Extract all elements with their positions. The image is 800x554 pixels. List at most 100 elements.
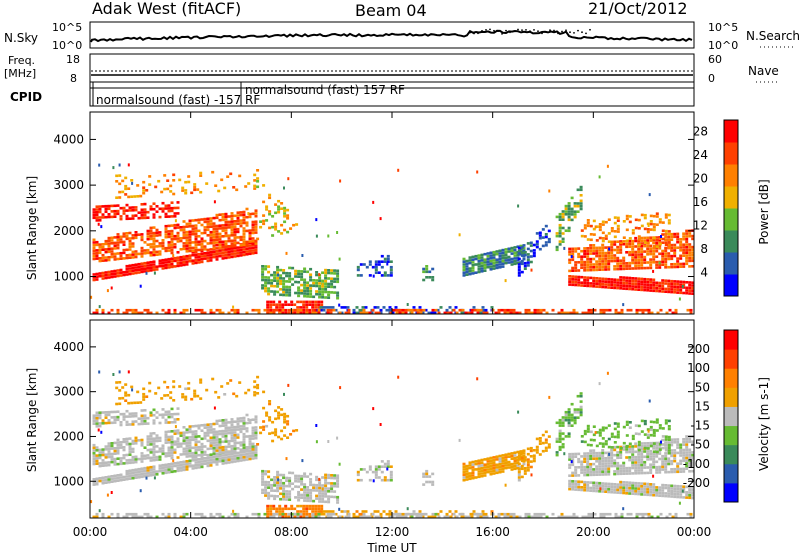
velocity-cell — [347, 512, 351, 516]
velocity-cell — [92, 462, 96, 466]
velocity-cell — [107, 461, 111, 464]
power-cell — [558, 232, 562, 235]
power-cell — [280, 207, 284, 210]
velocity-cell — [574, 474, 578, 477]
power-cell — [283, 206, 287, 210]
velocity-cell — [116, 418, 120, 422]
power-cell — [273, 284, 277, 288]
velocity-cell — [541, 449, 545, 453]
power-cell — [495, 250, 499, 253]
velocity-cell — [601, 490, 605, 493]
power-cell — [324, 282, 328, 286]
power-cell — [121, 190, 125, 194]
power-cell — [634, 226, 638, 230]
power-cell — [598, 175, 601, 179]
power-cell — [98, 163, 101, 167]
velocity-cell — [118, 402, 122, 406]
velocity-cell — [584, 515, 588, 519]
velocity-cell — [517, 454, 521, 458]
velocity-cell — [473, 512, 477, 516]
velocity-cell — [324, 473, 328, 477]
power-cell — [538, 231, 542, 235]
power-cell — [526, 247, 530, 251]
velocity-cell — [679, 487, 683, 491]
velocity-cell — [194, 458, 198, 462]
velocity-cell — [688, 456, 692, 460]
power-cell — [326, 311, 330, 315]
power-cell — [131, 236, 135, 240]
power-cell — [679, 249, 683, 252]
power-cell — [174, 219, 177, 223]
velocity-cell — [116, 446, 120, 450]
power-cell — [236, 308, 240, 312]
power-cell — [200, 218, 204, 221]
power-cell — [682, 251, 686, 255]
power-cell — [646, 236, 650, 240]
power-cell — [604, 277, 608, 281]
power-cell — [425, 265, 429, 268]
power-cell — [164, 266, 168, 270]
power-cell — [523, 251, 527, 254]
velocity-cell — [131, 458, 135, 462]
power-cell — [634, 218, 638, 222]
velocity-cell — [161, 469, 165, 472]
power-cell — [637, 282, 641, 286]
power-cell — [564, 207, 568, 211]
velocity-cell — [494, 515, 498, 519]
power-cell — [507, 250, 511, 253]
power-cell — [506, 308, 510, 312]
velocity-cell — [476, 377, 479, 381]
power-cell — [503, 308, 507, 312]
velocity-cell — [652, 455, 656, 458]
velocity-cell — [104, 461, 108, 464]
velocity-cell — [676, 495, 680, 499]
velocity-cell — [661, 491, 665, 495]
velocity-cell — [480, 458, 484, 462]
power-cell — [462, 271, 466, 274]
velocity-cell — [346, 510, 350, 513]
velocity-cell — [149, 474, 153, 477]
velocity-cell — [560, 512, 564, 516]
power-cell — [286, 217, 290, 220]
power-cell — [510, 252, 514, 255]
power-cell — [161, 210, 165, 213]
velocity-cell — [131, 388, 134, 392]
velocity-cell — [274, 431, 278, 434]
velocity-cell — [309, 472, 313, 476]
velocity-cell — [688, 451, 692, 454]
power-cell — [607, 218, 611, 221]
power-cell — [661, 257, 665, 261]
power-cell — [601, 265, 605, 269]
power-cell — [215, 243, 219, 247]
power-cell — [242, 213, 246, 217]
velocity-cell — [179, 434, 183, 437]
velocity-cell — [167, 465, 171, 469]
power-cell — [477, 259, 481, 263]
power-cell — [601, 285, 605, 289]
velocity-cell — [567, 421, 571, 425]
power-cell — [224, 248, 228, 251]
power-cell — [229, 172, 233, 176]
power-cell — [330, 271, 334, 275]
velocity-cell — [640, 447, 644, 451]
velocity-cell — [468, 461, 472, 464]
power-cell — [158, 244, 162, 248]
velocity-cell — [182, 431, 186, 434]
power-cell — [276, 285, 280, 288]
velocity-cell — [661, 465, 665, 469]
power-cell — [564, 229, 568, 232]
velocity-cell — [137, 467, 141, 471]
velocity-cell — [101, 459, 105, 462]
velocity-cell — [542, 512, 546, 516]
velocity-cell — [161, 447, 165, 450]
velocity-cell — [586, 481, 590, 484]
power-cell — [291, 277, 295, 281]
velocity-cell — [326, 512, 330, 516]
velocity-cell — [338, 507, 341, 511]
velocity-cell — [110, 477, 114, 481]
power-cell — [134, 236, 138, 240]
velocity-cell — [236, 425, 240, 429]
velocity-cell — [285, 479, 289, 482]
velocity-cell — [302, 515, 306, 519]
velocity-cell — [170, 435, 174, 438]
